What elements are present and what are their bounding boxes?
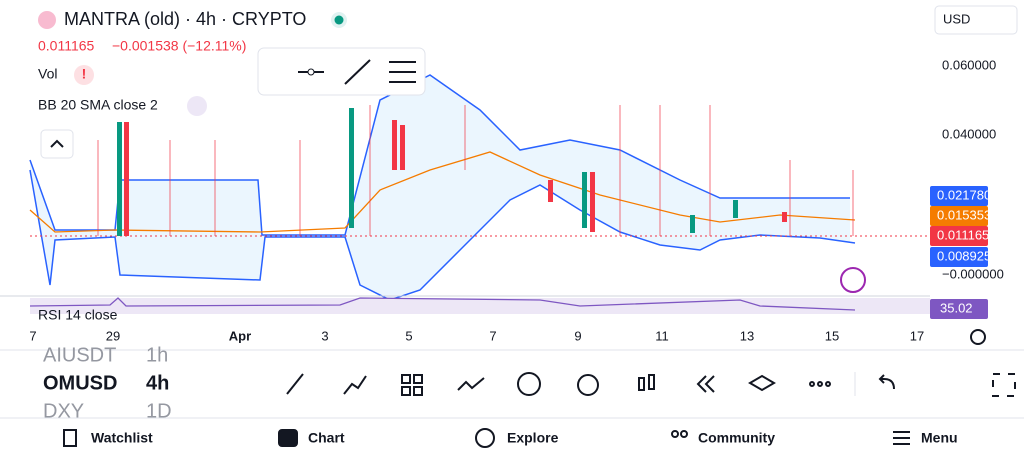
price-change: −0.001538 (−12.11%) <box>112 38 246 54</box>
indicator-bb[interactable]: BB 20 SMA close 2 <box>38 97 158 113</box>
toolbar-icons[interactable] <box>286 372 1016 397</box>
price-axis-label: −0.000000 <box>942 266 1004 281</box>
date-axis-label: 17 <box>910 328 924 343</box>
indicator-vol[interactable]: Vol <box>38 66 57 82</box>
watchlist-symbol[interactable]: AIUSDT <box>43 344 116 366</box>
bb-basis <box>29 151 856 233</box>
price-badge <box>930 206 988 226</box>
bb-fill <box>30 75 850 300</box>
currency: USD <box>943 11 970 26</box>
date-axis-label: 15 <box>825 328 839 343</box>
watchlist-symbol[interactable]: DXY <box>43 400 84 422</box>
symbol-title[interactable]: MANTRA (old) · 4h · CRYPTO <box>64 9 306 29</box>
indicator-rsi[interactable]: RSI 14 close <box>38 307 118 323</box>
date-axis-label: 29 <box>106 328 120 343</box>
nav-item[interactable]: Watchlist <box>91 430 153 446</box>
price-badge <box>930 226 988 246</box>
symbol-logo <box>38 11 56 29</box>
date-axis-label: 13 <box>740 328 754 343</box>
price-badge-label: 0.021780 <box>937 187 991 202</box>
warning-glyph: ! <box>82 66 87 82</box>
date-axis-label: Apr <box>229 328 251 343</box>
rsi-badge <box>930 299 988 319</box>
date-axis-label: 7 <box>29 328 36 343</box>
date-axis-label: 11 <box>655 328 669 343</box>
candles <box>117 108 787 236</box>
price-badge <box>930 247 988 267</box>
collapse-button[interactable] <box>40 129 74 159</box>
watchlist-interval[interactable]: 1D <box>146 400 172 422</box>
nav-item[interactable]: Menu <box>921 430 958 446</box>
bb-refresh[interactable] <box>187 96 207 116</box>
wicks <box>97 105 854 236</box>
nav-item[interactable]: Explore <box>507 430 559 446</box>
rsi-badge-label: 35.02 <box>940 300 973 315</box>
date-axis-label: 5 <box>405 328 412 343</box>
watchlist-symbol[interactable]: OMUSD <box>43 372 117 394</box>
price-axis-label: 0.040000 <box>942 126 996 141</box>
nav-icons <box>63 428 910 448</box>
date-axis-label: 3 <box>321 328 328 343</box>
currency-select[interactable] <box>934 5 1018 35</box>
axis-settings[interactable] <box>970 329 986 345</box>
date-axis-label: 9 <box>574 328 581 343</box>
rsi-line <box>29 297 856 311</box>
price-badge-label: 0.015353 <box>937 207 991 222</box>
chevron <box>50 139 64 148</box>
vol-warning[interactable] <box>74 65 94 85</box>
status-dot <box>334 15 344 25</box>
bb-lower <box>29 169 856 301</box>
watchlist-interval[interactable]: 4h <box>146 372 169 394</box>
price-badge-label: 0.008925 <box>937 248 991 263</box>
price-badge <box>930 186 988 206</box>
price-badge-label: 0.011165 <box>937 227 989 242</box>
drawing-toolbar <box>257 47 426 96</box>
date-axis-label: 7 <box>489 328 496 343</box>
price-axis-label: 0.060000 <box>942 57 996 72</box>
tool-settings[interactable] <box>389 61 416 83</box>
watchlist-interval[interactable]: 1h <box>146 344 168 366</box>
nav-item[interactable]: Chart <box>308 430 345 446</box>
replay-icon[interactable] <box>840 267 866 293</box>
rsi-band <box>30 298 930 314</box>
last-price: 0.011165 <box>38 38 95 54</box>
tool-trend[interactable] <box>344 59 371 85</box>
nav-item[interactable]: Community <box>698 430 775 446</box>
